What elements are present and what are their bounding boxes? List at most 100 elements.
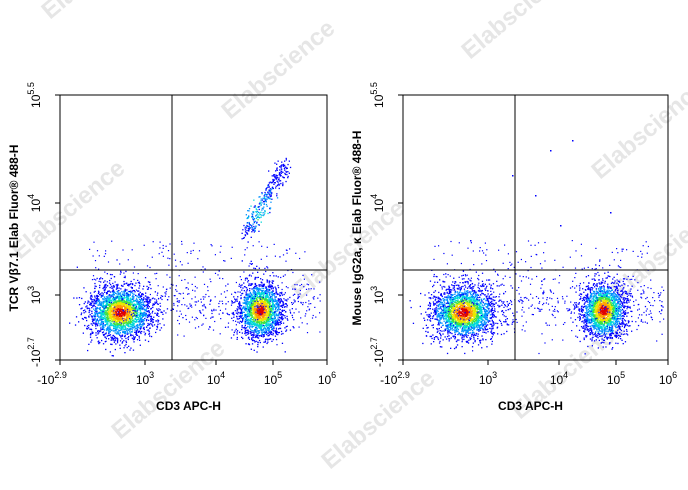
event-dot: [259, 312, 261, 314]
event-dot: [233, 302, 235, 304]
event-dot: [319, 331, 321, 333]
event-dot: [241, 314, 244, 316]
event-dot: [111, 290, 114, 293]
event-dot: [279, 300, 281, 303]
event-dot: [139, 295, 141, 297]
event-dot: [147, 300, 149, 302]
event-dot: [102, 298, 104, 300]
event-dot: [162, 286, 164, 288]
event-dot: [277, 179, 280, 181]
event-dot: [114, 301, 116, 303]
event-dot: [286, 300, 288, 302]
event-dot: [263, 313, 265, 315]
event-dot: [122, 285, 124, 287]
event-dot: [271, 311, 273, 313]
event-dot: [124, 306, 126, 308]
event-dot: [262, 306, 264, 309]
event-dot: [269, 309, 272, 311]
event-dot: [275, 185, 277, 187]
event-dot: [112, 320, 114, 322]
event-dot: [110, 337, 113, 339]
event-dot: [299, 284, 301, 287]
event-dot: [267, 304, 269, 306]
event-dot: [97, 314, 99, 316]
event-dot: [261, 301, 263, 303]
event-dot: [277, 181, 279, 183]
event-dot: [93, 319, 95, 321]
event-dot: [166, 274, 168, 276]
event-dot: [235, 281, 237, 284]
event-dot: [259, 306, 261, 308]
event-dot: [99, 330, 101, 333]
event-dot: [109, 297, 111, 300]
event-dot: [136, 315, 139, 317]
event-dot: [280, 299, 282, 302]
event-dot: [124, 302, 126, 304]
event-dot: [152, 304, 154, 307]
event-dot: [122, 309, 124, 311]
event-dot: [119, 340, 122, 342]
event-dot: [257, 300, 259, 302]
event-dot: [130, 316, 133, 318]
event-dot: [266, 266, 268, 268]
event-dot: [251, 301, 253, 303]
event-dot: [105, 313, 107, 315]
event-dot: [111, 336, 114, 339]
event-dot: [124, 289, 126, 291]
event-dot: [245, 226, 247, 228]
event-dot: [146, 296, 148, 298]
event-dot: [262, 300, 264, 302]
event-dot: [140, 314, 142, 316]
x-tick-label: 104: [207, 370, 225, 387]
event-dot: [262, 320, 264, 322]
event-dot: [150, 335, 153, 338]
event-dot: [255, 312, 257, 315]
event-dot: [112, 334, 114, 337]
event-dot: [251, 283, 254, 285]
event-dot: [144, 309, 146, 311]
event-dot: [91, 299, 93, 301]
event-dot: [274, 324, 276, 326]
event-dot: [259, 300, 261, 302]
event-dot: [275, 320, 277, 322]
event-dot: [292, 271, 294, 274]
event-dot: [258, 305, 260, 307]
event-dot: [277, 284, 279, 287]
event-dot: [280, 170, 283, 173]
event-dot: [257, 331, 260, 333]
event-dot: [154, 298, 156, 300]
event-dot: [279, 324, 281, 326]
event-dot: [254, 287, 256, 289]
event-dot: [117, 313, 119, 316]
event-dot: [253, 317, 255, 320]
event-dot: [124, 308, 126, 310]
event-dot: [125, 332, 127, 334]
event-dot: [84, 309, 86, 311]
event-dot: [127, 259, 129, 261]
event-dot: [105, 302, 108, 305]
event-dot: [233, 334, 235, 336]
event-dot: [142, 300, 144, 302]
event-dot: [137, 273, 139, 275]
event-dot: [248, 338, 251, 340]
event-dot: [237, 311, 239, 314]
event-dot: [274, 312, 277, 314]
event-dot: [111, 309, 113, 311]
event-dot: [156, 272, 158, 274]
event-dot: [264, 328, 266, 330]
event-dot: [193, 242, 195, 244]
event-dot: [260, 321, 262, 323]
event-dot: [253, 286, 256, 288]
event-dot: [278, 187, 280, 190]
event-dot: [262, 322, 265, 325]
event-dot: [280, 333, 283, 335]
event-dot: [177, 334, 179, 336]
event-dot: [177, 300, 179, 302]
event-dot: [187, 307, 189, 310]
event-dot: [272, 294, 274, 296]
event-dot: [246, 222, 248, 224]
event-dot: [259, 217, 261, 219]
event-dot: [101, 328, 104, 330]
event-dot: [102, 302, 105, 304]
event-dot: [250, 329, 252, 331]
